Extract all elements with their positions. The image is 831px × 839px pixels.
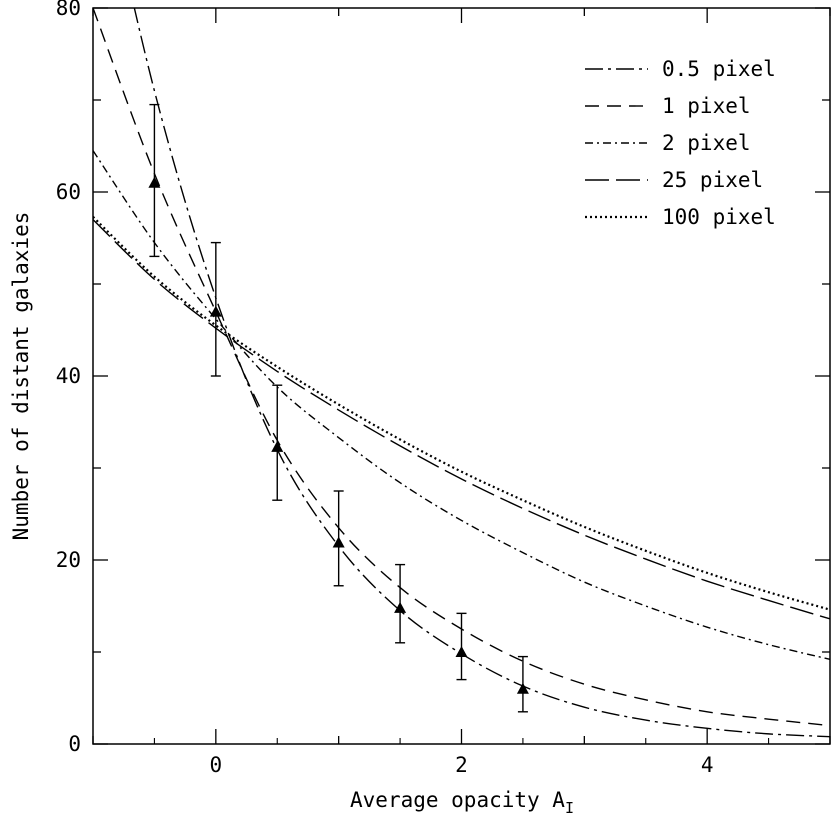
y-tick-label: 80 [56,0,81,20]
data-point [271,384,284,501]
y-tick-label: 0 [68,732,81,756]
legend-item: 25 pixel [585,168,763,192]
y-axis-label: Number of distant galaxies [9,212,33,541]
legend: 0.5 pixel 1 pixel 2 pixel 25 pixel 100 pixel [585,57,776,229]
legend-label: 0.5 pixel [662,57,776,81]
series-line-1-pixel [93,8,830,727]
data-point [209,241,222,377]
data-point [148,103,161,258]
plot-area [93,8,830,738]
triangle-marker [209,305,222,317]
data-point [455,612,468,681]
triangle-marker [332,536,345,548]
x-tick-label: 2 [455,753,468,777]
legend-item: 0.5 pixel [585,57,776,81]
triangle-marker [394,601,407,613]
legend-label: 25 pixel [662,168,763,192]
series-line-25-pixel [93,219,830,620]
y-tick-label: 60 [56,180,81,204]
triangle-marker [516,682,529,694]
legend-label: 100 pixel [662,205,776,229]
data-point [332,490,345,587]
triangle-marker [271,440,284,452]
x-tick-label: 4 [701,753,714,777]
y-tick-label: 20 [56,548,81,572]
data-point [516,655,529,713]
triangle-marker [455,646,468,657]
legend-item: 1 pixel [585,94,751,118]
legend-label: 2 pixel [662,131,751,155]
series-line-2-pixel [93,150,830,661]
legend-item: 100 pixel [585,205,776,229]
observations [148,103,529,713]
legend-item: 2 pixel [585,131,751,155]
data-point [394,563,407,644]
triangle-marker [148,176,161,188]
series-line-100-pixel [93,216,830,611]
x-axis-label: Average opacity AI [350,788,574,817]
y-tick-label: 40 [56,364,81,388]
x-tick-label: 0 [210,753,223,777]
legend-label: 1 pixel [662,94,751,118]
